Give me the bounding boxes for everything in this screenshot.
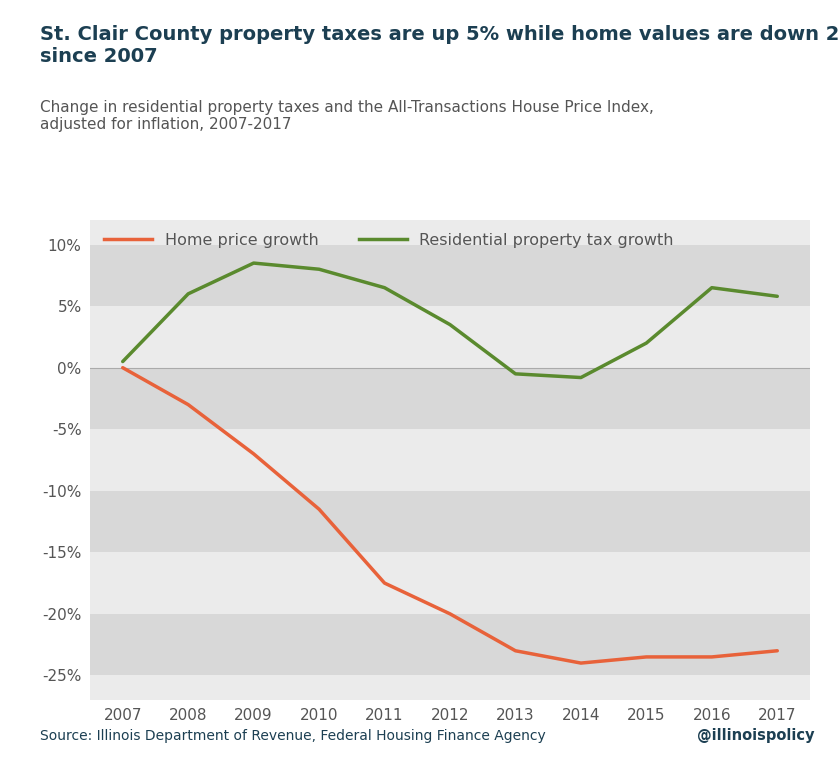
Bar (90, 552, 810, 614)
Text: Change in residential property taxes and the All-Transactions House Price Index,: Change in residential property taxes and… (40, 100, 654, 132)
Legend: Home price growth, Residential property tax growth: Home price growth, Residential property … (98, 226, 680, 254)
Bar (90, 368, 810, 429)
Bar (90, 429, 810, 491)
Bar (90, 244, 810, 306)
Text: Source: Illinois Department of Revenue, Federal Housing Finance Agency: Source: Illinois Department of Revenue, … (40, 729, 546, 743)
Text: @illinoispolicy: @illinoispolicy (697, 728, 815, 743)
Bar (90, 614, 810, 676)
Text: St. Clair County property taxes are up 5% while home values are down 23%
since 2: St. Clair County property taxes are up 5… (40, 25, 840, 66)
Bar (90, 306, 810, 368)
Bar (90, 491, 810, 552)
